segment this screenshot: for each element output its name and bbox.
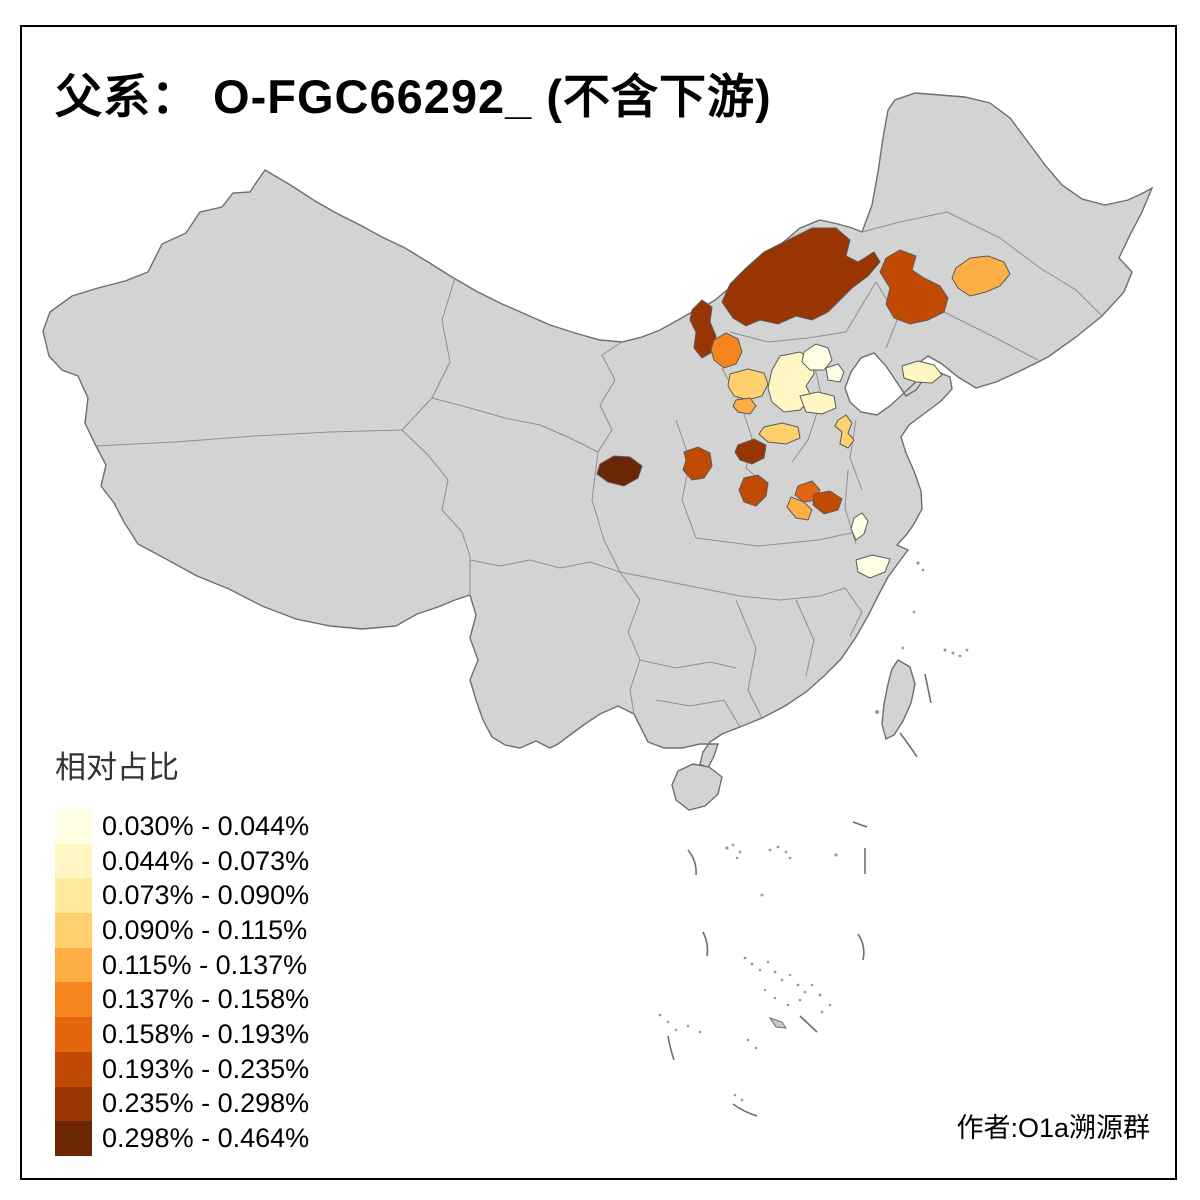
map-region-shaanxi-north: [727, 368, 769, 401]
legend-row-1: 0.030% - 0.044%: [55, 809, 309, 844]
attribution: 作者:O1a溯源群: [956, 1113, 1150, 1143]
map-region-shaanxi-north-small: [732, 397, 757, 415]
map-region-hebei-south: [799, 391, 837, 415]
map-region-henan-west: [738, 474, 769, 507]
legend-label-3: 0.073% - 0.090%: [102, 880, 310, 911]
legend-swatch-7: [55, 1017, 92, 1052]
legend-swatch-1: [55, 809, 92, 844]
province-borders: [95, 211, 1103, 728]
map-region-shaanxi-central: [682, 446, 713, 481]
legend-label-6: 0.137% - 0.158%: [102, 984, 310, 1015]
legend-row-4: 0.090% - 0.115%: [55, 913, 309, 948]
legend-label-4: 0.090% - 0.115%: [102, 914, 308, 945]
legend-title: 相对占比: [55, 750, 179, 785]
legend-swatch-6: [55, 982, 92, 1018]
legend-label-5: 0.115% - 0.137%: [102, 949, 308, 980]
legend-swatch-10: [55, 1121, 92, 1156]
island-dots: [658, 561, 969, 1102]
legend-label-8: 0.193% - 0.235%: [102, 1053, 310, 1084]
map-region-gansu-lanzhou: [596, 455, 643, 487]
map-region-anhui-north: [812, 490, 843, 515]
legend-row-10: 0.298% - 0.464%: [55, 1121, 309, 1156]
legend-row-8: 0.193% - 0.235%: [55, 1051, 310, 1087]
map-region-henan-east-lower: [786, 496, 813, 521]
legend-row-6: 0.137% - 0.158%: [55, 982, 310, 1018]
map-region-inner-mongolia-east: [879, 249, 949, 325]
legend-label-10: 0.298% - 0.464%: [102, 1123, 310, 1154]
legend-label-2: 0.044% - 0.073%: [102, 845, 310, 876]
legend-label-9: 0.235% - 0.298%: [102, 1088, 310, 1119]
legend-label-7: 0.158% - 0.193%: [102, 1018, 310, 1049]
legend-rows: 0.030% - 0.044% 0.044% - 0.073% 0.073% - 0…: [55, 809, 309, 1156]
map-region-shandong-peninsula: [901, 360, 943, 384]
map-region-shandong-central: [834, 414, 855, 449]
legend-row-2: 0.044% - 0.073%: [55, 843, 310, 879]
mainland-outline: [42, 92, 1154, 769]
legend-row-3: 0.073% - 0.090%: [55, 878, 310, 914]
legend-swatch-2: [55, 843, 92, 879]
legend-swatch-8: [55, 1051, 92, 1087]
page-title: 父系： O-FGC66292_ (不含下游): [55, 70, 772, 123]
hainan-island: [671, 763, 723, 811]
map-region-jilin-west: [951, 255, 1011, 297]
legend-row-5: 0.115% - 0.137%: [55, 947, 309, 983]
legend-swatch-9: [55, 1086, 92, 1122]
legend-row-9: 0.235% - 0.298%: [55, 1086, 310, 1122]
choropleth-regions: [596, 227, 1011, 579]
legend-swatch-3: [55, 878, 92, 914]
map-region-ordos-area: [710, 332, 743, 369]
taiwan-island: [881, 659, 916, 741]
nine-dash-line: [667, 673, 932, 1117]
legend-label-1: 0.030% - 0.044%: [102, 810, 310, 841]
map-region-inner-mongolia-central: [721, 227, 881, 327]
legend: 相对占比 0.030% - 0.044% 0.044% - 0.073% 0.073…: [55, 742, 309, 1156]
map-region-tianjin-area: [825, 363, 845, 383]
legend-row-7: 0.158% - 0.193%: [55, 1017, 309, 1052]
map-region-zhejiang-north: [855, 554, 891, 579]
map-region-beijing-area: [801, 343, 833, 371]
map-region-shanxi-southwest: [734, 438, 767, 465]
map-region-jiangsu-south: [850, 512, 869, 541]
legend-swatch-4: [55, 913, 92, 948]
legend-swatch-5: [55, 947, 92, 983]
map-region-hebei-handan: [758, 422, 801, 445]
